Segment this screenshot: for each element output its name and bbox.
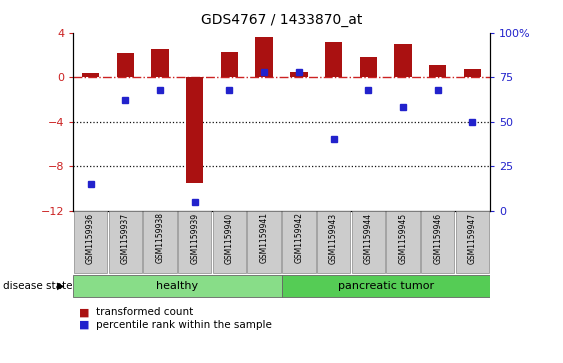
FancyBboxPatch shape [352, 211, 385, 273]
FancyBboxPatch shape [73, 274, 282, 297]
Bar [221, 52, 238, 77]
Text: GSM1159939: GSM1159939 [190, 212, 199, 264]
Bar [151, 49, 169, 77]
Bar [360, 57, 377, 77]
Bar [325, 42, 342, 77]
Text: transformed count: transformed count [96, 307, 193, 317]
FancyBboxPatch shape [456, 211, 489, 273]
FancyBboxPatch shape [178, 211, 211, 273]
FancyBboxPatch shape [282, 211, 315, 273]
Bar [394, 44, 412, 77]
Text: GSM1159942: GSM1159942 [294, 212, 303, 264]
Text: GSM1159945: GSM1159945 [399, 212, 408, 264]
FancyBboxPatch shape [109, 211, 142, 273]
Text: pancreatic tumor: pancreatic tumor [338, 281, 434, 291]
Text: GSM1159937: GSM1159937 [121, 212, 129, 264]
Text: GSM1159944: GSM1159944 [364, 212, 373, 264]
FancyBboxPatch shape [421, 211, 454, 273]
FancyBboxPatch shape [317, 211, 350, 273]
Text: GSM1159938: GSM1159938 [155, 212, 164, 264]
Text: GDS4767 / 1433870_at: GDS4767 / 1433870_at [201, 13, 362, 27]
Text: GSM1159940: GSM1159940 [225, 212, 234, 264]
Text: percentile rank within the sample: percentile rank within the sample [96, 320, 271, 330]
Text: disease state: disease state [3, 281, 72, 291]
FancyBboxPatch shape [282, 274, 490, 297]
Bar [464, 69, 481, 77]
Text: GSM1159946: GSM1159946 [434, 212, 442, 264]
FancyBboxPatch shape [144, 211, 177, 273]
Bar [186, 77, 203, 183]
FancyBboxPatch shape [386, 211, 419, 273]
Bar [429, 65, 446, 77]
Bar [82, 73, 99, 77]
Text: GSM1159943: GSM1159943 [329, 212, 338, 264]
FancyBboxPatch shape [74, 211, 107, 273]
FancyBboxPatch shape [248, 211, 281, 273]
Text: ▶: ▶ [57, 281, 65, 291]
FancyBboxPatch shape [213, 211, 246, 273]
Bar [117, 53, 134, 77]
Text: GSM1159941: GSM1159941 [260, 212, 269, 264]
Text: ■: ■ [79, 307, 90, 317]
Text: GSM1159947: GSM1159947 [468, 212, 477, 264]
Bar [256, 37, 273, 77]
Text: healthy: healthy [157, 281, 198, 291]
Bar [290, 72, 307, 77]
Text: GSM1159936: GSM1159936 [86, 212, 95, 264]
Text: ■: ■ [79, 320, 90, 330]
